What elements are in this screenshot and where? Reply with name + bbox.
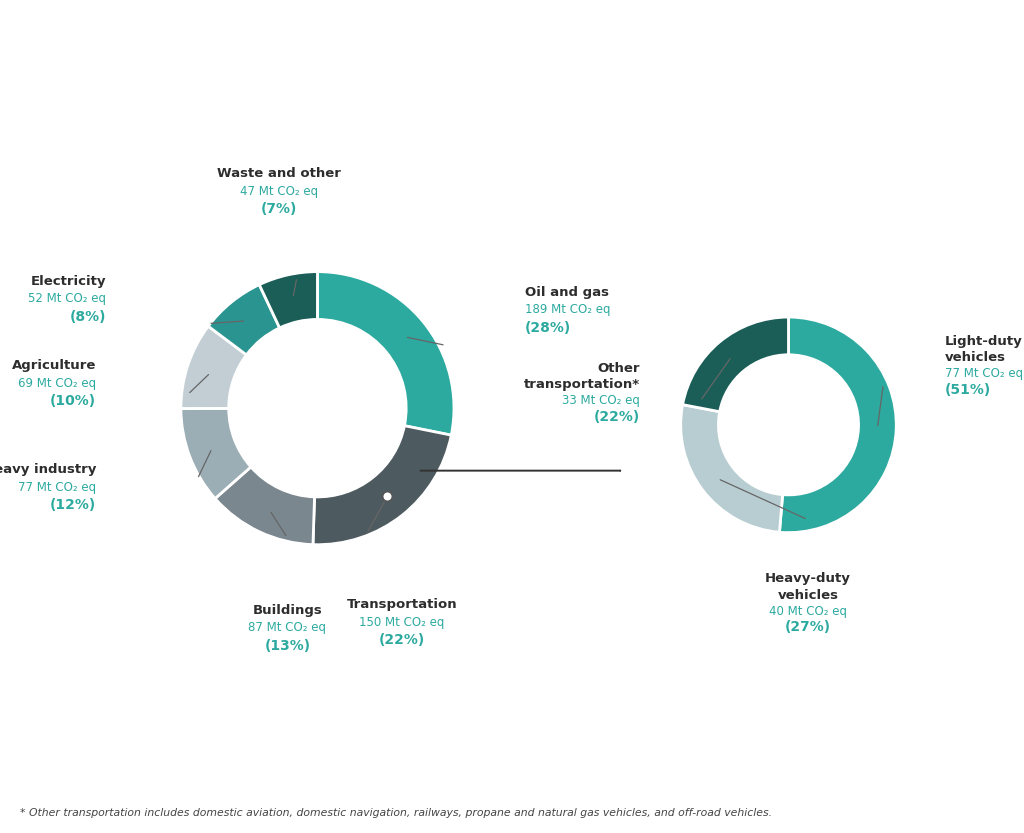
Text: vehicles: vehicles [777,589,839,601]
Text: (22%): (22%) [379,633,425,647]
Text: Agriculture: Agriculture [12,359,96,372]
Wedge shape [313,426,452,545]
Wedge shape [779,317,896,532]
Wedge shape [208,285,280,355]
Text: Electricity: Electricity [31,275,105,287]
Text: Other: Other [597,362,640,375]
Text: transportation*: transportation* [523,378,640,391]
Text: 47 Mt CO₂ eq: 47 Mt CO₂ eq [241,185,318,197]
Text: (51%): (51%) [945,383,991,397]
Text: vehicles: vehicles [945,351,1006,364]
Text: 69 Mt CO₂ eq: 69 Mt CO₂ eq [18,377,96,390]
Text: Light-duty: Light-duty [945,335,1023,348]
Text: Transportation: Transportation [347,598,458,611]
Wedge shape [681,405,782,532]
Text: (7%): (7%) [261,202,297,216]
Text: 40 Mt CO₂ eq: 40 Mt CO₂ eq [769,605,847,618]
Text: (12%): (12%) [50,498,96,512]
Text: Heavy-duty: Heavy-duty [765,572,851,586]
Wedge shape [215,467,314,545]
Text: 33 Mt CO₂ eq: 33 Mt CO₂ eq [562,394,640,407]
Text: (13%): (13%) [264,639,310,652]
Text: 150 Mt CO₂ eq: 150 Mt CO₂ eq [359,616,444,629]
Text: (10%): (10%) [50,394,96,408]
Text: 87 Mt CO₂ eq: 87 Mt CO₂ eq [249,621,327,635]
Wedge shape [181,408,251,498]
Wedge shape [181,327,247,408]
Wedge shape [259,272,317,328]
Text: (8%): (8%) [70,310,105,324]
Text: 52 Mt CO₂ eq: 52 Mt CO₂ eq [28,292,105,306]
Text: (22%): (22%) [594,410,640,424]
Wedge shape [683,317,788,412]
Text: Oil and gas: Oil and gas [525,286,609,298]
Text: (27%): (27%) [784,621,830,635]
Text: Waste and other: Waste and other [217,167,341,180]
Text: (28%): (28%) [525,321,571,335]
Wedge shape [317,272,454,435]
Text: 189 Mt CO₂ eq: 189 Mt CO₂ eq [525,303,610,317]
Text: Buildings: Buildings [253,604,323,616]
Text: 77 Mt CO₂ eq: 77 Mt CO₂ eq [18,481,96,494]
Text: * Other transportation includes domestic aviation, domestic navigation, railways: * Other transportation includes domestic… [20,808,772,818]
Text: Heavy industry: Heavy industry [0,463,96,476]
Text: 77 Mt CO₂ eq: 77 Mt CO₂ eq [945,367,1023,380]
